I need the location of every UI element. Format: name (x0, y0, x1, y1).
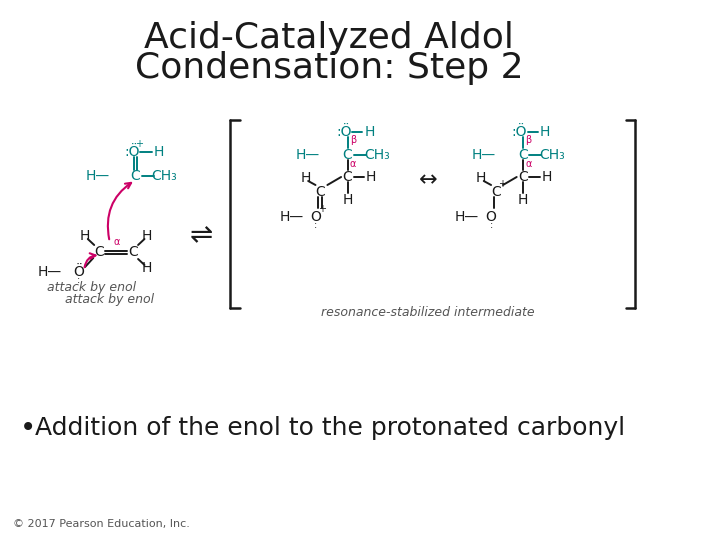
Text: H: H (300, 171, 310, 185)
Text: H: H (142, 261, 153, 275)
Text: CH₃: CH₃ (152, 169, 178, 183)
Text: C: C (129, 245, 138, 259)
Text: O: O (310, 210, 321, 224)
Text: +: + (135, 139, 143, 149)
Text: Acid-Catalyzed Aldol: Acid-Catalyzed Aldol (144, 21, 514, 55)
Text: C: C (518, 170, 528, 184)
Text: H: H (80, 229, 90, 243)
Text: H: H (342, 193, 353, 207)
Text: Addition of the enol to the protonated carbonyl: Addition of the enol to the protonated c… (35, 416, 625, 440)
Text: H—: H— (279, 210, 304, 224)
Text: α: α (114, 237, 120, 247)
Text: :Ö: :Ö (124, 145, 140, 159)
Text: C: C (491, 185, 500, 199)
Text: C: C (315, 185, 325, 199)
Text: © 2017 Pearson Education, Inc.: © 2017 Pearson Education, Inc. (13, 519, 189, 529)
Text: attack by enol: attack by enol (66, 294, 154, 307)
Text: H: H (364, 125, 374, 139)
Text: α: α (350, 159, 356, 169)
Text: resonance-stabilized intermediate: resonance-stabilized intermediate (321, 306, 535, 319)
Text: β: β (526, 135, 531, 145)
Text: H—: H— (455, 210, 480, 224)
Text: C: C (343, 148, 352, 162)
Text: C: C (130, 169, 140, 183)
Text: H: H (518, 193, 528, 207)
Text: :Ö: :Ö (512, 125, 527, 139)
Text: +: + (498, 179, 506, 189)
Text: H—: H— (296, 148, 320, 162)
Text: α: α (526, 159, 532, 169)
Text: •: • (20, 414, 37, 442)
Text: H—: H— (86, 169, 109, 183)
Text: CH₃: CH₃ (364, 148, 390, 162)
Text: ⇌: ⇌ (189, 221, 213, 249)
Text: Ö: Ö (73, 265, 84, 279)
Text: H: H (366, 170, 377, 184)
Text: Condensation: Step 2: Condensation: Step 2 (135, 51, 523, 85)
Text: H: H (142, 229, 153, 243)
Text: +: + (318, 204, 326, 214)
Text: H—: H— (38, 265, 62, 279)
Text: attack by enol: attack by enol (47, 281, 136, 294)
Text: H: H (476, 171, 486, 185)
Text: ↔: ↔ (418, 170, 437, 190)
Text: C: C (343, 170, 352, 184)
Text: H: H (541, 170, 552, 184)
Text: :: : (314, 220, 317, 230)
Text: C: C (94, 245, 104, 259)
Text: H—: H— (472, 148, 495, 162)
Text: CH₃: CH₃ (539, 148, 565, 162)
Text: :: : (490, 220, 492, 230)
Text: H: H (540, 125, 550, 139)
Text: :: : (77, 275, 80, 285)
Text: C: C (518, 148, 528, 162)
Text: :Ö: :Ö (336, 125, 351, 139)
Text: H: H (154, 145, 164, 159)
Text: O: O (485, 210, 497, 224)
Text: β: β (350, 135, 356, 145)
